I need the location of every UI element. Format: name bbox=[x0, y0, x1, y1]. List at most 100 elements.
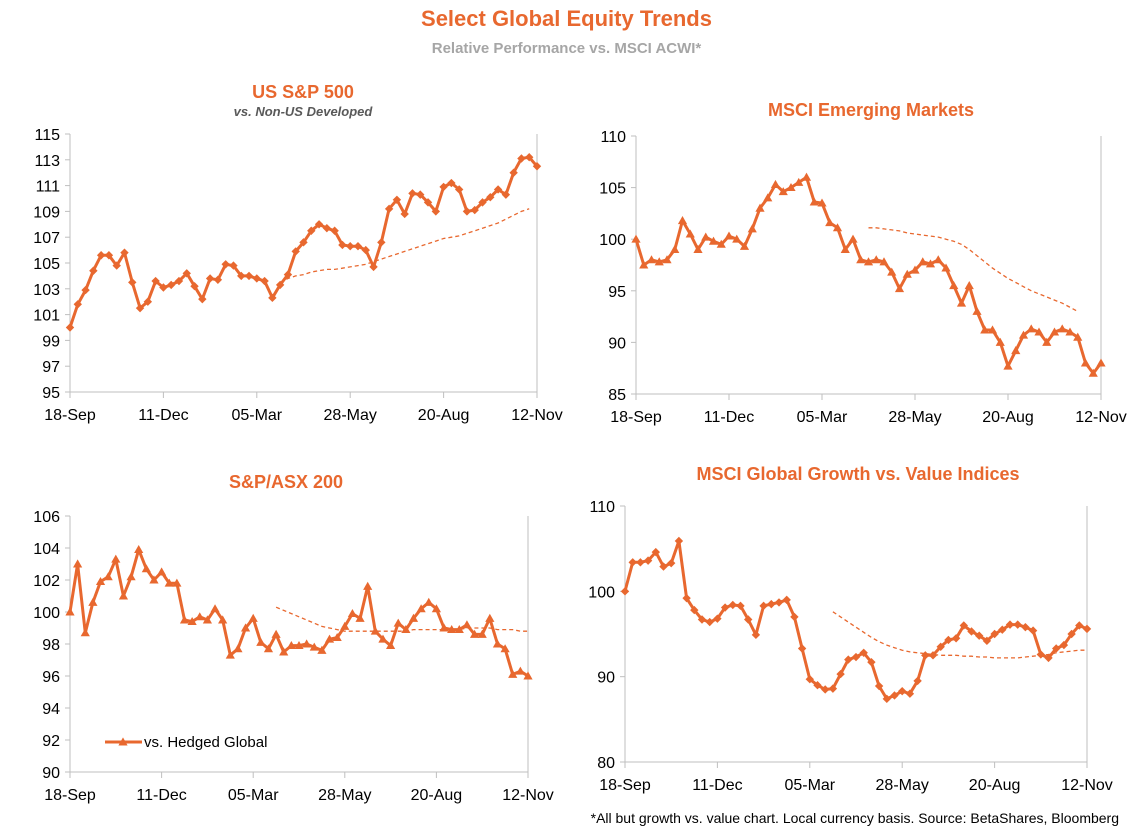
data-point-marker bbox=[832, 223, 843, 232]
chart-sp-asx-200: S&P/ASX 200 90 92 94 96 98 100 102 104 106 18-Sep 1… bbox=[33, 472, 554, 804]
data-point-marker bbox=[517, 154, 526, 163]
data-point-marker bbox=[283, 270, 293, 279]
data-point-marker bbox=[1067, 629, 1076, 639]
data-point-marker bbox=[736, 601, 745, 611]
y-tick-label: 105 bbox=[599, 181, 626, 198]
data-point-marker bbox=[902, 269, 912, 278]
data-point-marker bbox=[340, 621, 350, 630]
data-point-marker bbox=[369, 262, 378, 272]
data-point-marker bbox=[1044, 653, 1053, 663]
data-point-marker bbox=[314, 220, 324, 229]
data-point-marker bbox=[778, 187, 788, 196]
y-tick-label: 103 bbox=[33, 282, 60, 299]
dashed-trend-line bbox=[868, 227, 1079, 312]
data-point-marker bbox=[532, 162, 542, 171]
data-point-marker bbox=[198, 294, 207, 304]
data-point-marker bbox=[1042, 337, 1052, 346]
data-point-marker bbox=[956, 298, 967, 307]
data-point-marker bbox=[639, 260, 649, 269]
data-point-marker bbox=[166, 280, 176, 290]
data-point-marker bbox=[898, 686, 907, 696]
data-point-marker bbox=[182, 269, 191, 278]
y-tick-label: 107 bbox=[33, 230, 60, 247]
y-tick-label: 96 bbox=[42, 669, 60, 686]
x-tick-label: 20-Aug bbox=[411, 787, 463, 804]
chart-msci-emerging-markets: MSCI Emerging Markets 85 90 95 100 105 110 18-S… bbox=[599, 100, 1126, 426]
data-point-marker bbox=[447, 178, 456, 188]
y-tick-label: 110 bbox=[600, 129, 626, 146]
y-tick-label: 102 bbox=[33, 573, 60, 590]
data-point-marker bbox=[975, 631, 984, 640]
data-point-marker bbox=[794, 177, 804, 186]
dashed-trend-line bbox=[275, 606, 528, 632]
data-point-marker bbox=[1080, 358, 1091, 367]
data-point-marker bbox=[825, 218, 835, 227]
data-point-marker bbox=[620, 587, 630, 596]
x-tick-label: 12-Nov bbox=[502, 787, 554, 804]
data-point-marker bbox=[980, 325, 990, 334]
data-point-marker bbox=[964, 281, 974, 290]
footnote: *All but growth vs. value chart. Local c… bbox=[590, 810, 1119, 826]
data-point-marker bbox=[65, 607, 75, 616]
chart-subtitle: vs. Non-US Developed bbox=[234, 104, 374, 119]
data-point-marker bbox=[941, 263, 951, 272]
data-point-marker bbox=[523, 671, 533, 680]
data-point-marker bbox=[677, 216, 688, 225]
y-tick-label: 97 bbox=[42, 359, 60, 376]
x-tick-label: 20-Aug bbox=[418, 407, 470, 424]
x-tick-label: 12-Nov bbox=[511, 407, 563, 424]
data-point-marker bbox=[143, 297, 153, 306]
data-point-marker bbox=[240, 623, 251, 632]
data-point-marker bbox=[871, 255, 881, 264]
y-tick-label: 106 bbox=[33, 509, 60, 526]
chart-msci-growth-vs-value: MSCI Global Growth vs. Value Indices 80 90… bbox=[588, 464, 1112, 794]
y-tick-label: 105 bbox=[33, 256, 60, 273]
main-subtitle: Relative Performance vs. MSCI ACWI* bbox=[431, 40, 702, 57]
data-point-marker bbox=[724, 231, 734, 240]
data-point-marker bbox=[202, 615, 212, 624]
data-point-marker bbox=[260, 276, 269, 286]
data-point-marker bbox=[654, 257, 664, 266]
series-line bbox=[634, 175, 1103, 375]
data-point-marker bbox=[887, 267, 897, 276]
data-point-marker bbox=[286, 641, 296, 650]
data-point-marker bbox=[135, 303, 145, 313]
data-point-marker bbox=[674, 536, 684, 546]
data-point-marker bbox=[492, 639, 503, 648]
data-point-marker bbox=[104, 251, 114, 260]
data-point-marker bbox=[1088, 368, 1098, 377]
y-tick-label: 90 bbox=[42, 765, 60, 782]
data-point-marker bbox=[1005, 620, 1015, 629]
data-point-marker bbox=[1096, 358, 1106, 367]
data-point-marker bbox=[933, 255, 943, 264]
data-point-marker bbox=[279, 647, 289, 656]
data-point-marker bbox=[670, 244, 680, 253]
data-point-marker bbox=[237, 271, 246, 281]
y-tick-label: 104 bbox=[33, 541, 60, 558]
data-point-marker bbox=[708, 236, 719, 245]
y-tick-label: 92 bbox=[42, 733, 60, 750]
data-point-marker bbox=[324, 634, 335, 643]
data-point-marker bbox=[1034, 327, 1044, 336]
data-point-marker bbox=[151, 276, 160, 286]
data-point-marker bbox=[291, 247, 300, 256]
data-point-marker bbox=[821, 685, 830, 694]
data-point-marker bbox=[96, 251, 106, 260]
x-tick-label: 28-May bbox=[888, 409, 941, 426]
data-point-marker bbox=[462, 207, 472, 216]
data-point-marker bbox=[987, 325, 998, 334]
data-point-marker bbox=[355, 613, 365, 622]
data-point-marker bbox=[863, 257, 874, 266]
data-point-marker bbox=[470, 205, 479, 215]
data-point-marker bbox=[508, 669, 518, 678]
x-tick-label: 05-Mar bbox=[797, 409, 848, 426]
data-point-marker bbox=[998, 625, 1007, 634]
x-tick-label: 18-Sep bbox=[599, 777, 651, 794]
data-point-marker bbox=[774, 598, 784, 607]
data-point-marker bbox=[763, 193, 773, 202]
data-point-marker bbox=[299, 238, 308, 247]
data-point-marker bbox=[786, 183, 796, 192]
y-tick-label: 90 bbox=[608, 335, 626, 352]
data-point-marker bbox=[111, 554, 121, 563]
data-point-marker bbox=[187, 617, 197, 626]
